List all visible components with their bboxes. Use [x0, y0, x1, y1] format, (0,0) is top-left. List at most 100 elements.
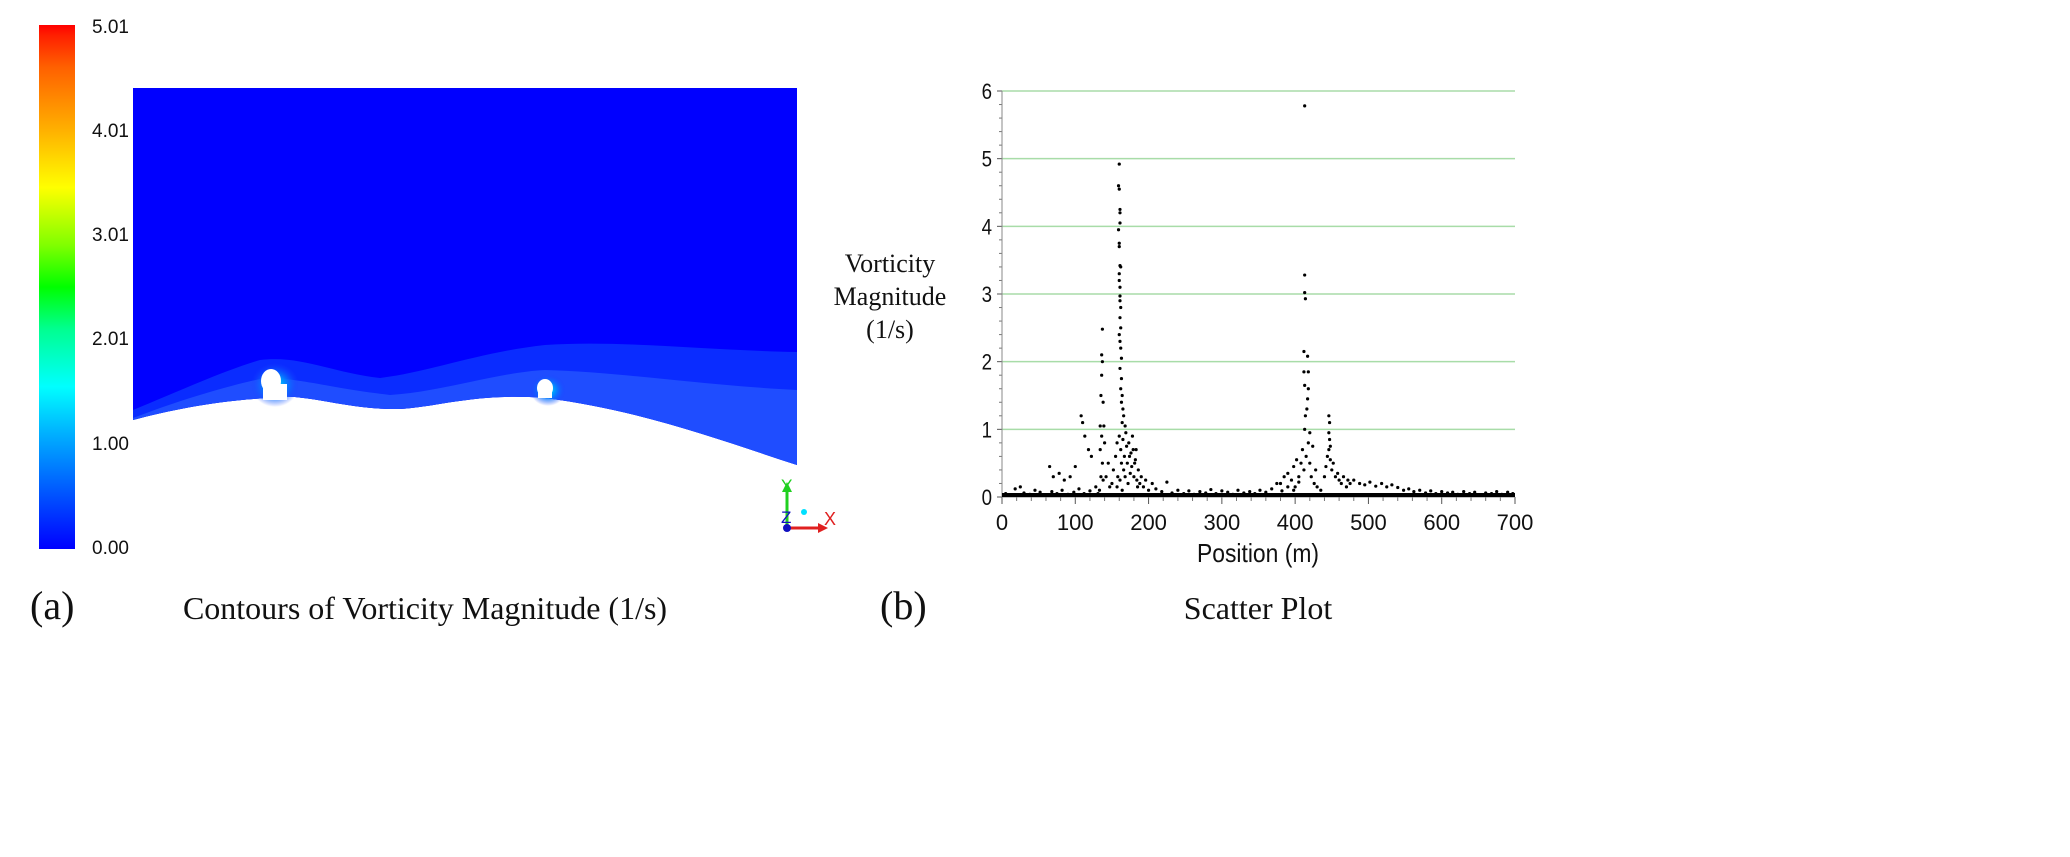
panel-a-title: Contours of Vorticity Magnitude (1/s) [182, 590, 668, 626]
data-point [1117, 241, 1121, 245]
data-point [1220, 489, 1224, 493]
data-point [1484, 491, 1488, 495]
data-point [1150, 481, 1154, 486]
data-point [1303, 297, 1308, 301]
data-point [1306, 370, 1310, 374]
data-point [1192, 492, 1196, 496]
triad-z-label: Z [781, 508, 792, 527]
x-tick-label: 700 [1497, 510, 1534, 535]
data-point [1327, 448, 1331, 452]
data-point [1315, 485, 1319, 489]
data-point [1108, 485, 1112, 489]
data-point [1118, 207, 1122, 212]
data-point [1117, 333, 1121, 337]
data-point [1122, 414, 1126, 418]
data-point [1102, 424, 1106, 428]
data-point [1286, 485, 1290, 489]
data-point [1121, 407, 1125, 411]
data-point [1500, 492, 1504, 496]
data-point [1346, 478, 1350, 482]
data-point [1113, 454, 1118, 458]
data-point [1348, 481, 1352, 486]
data-point [1478, 493, 1482, 497]
data-point [1004, 492, 1008, 496]
panel-a-label: (a) [30, 583, 75, 628]
y-tick-label: 6 [982, 81, 992, 105]
data-point [1082, 492, 1086, 496]
data-point [1117, 272, 1121, 276]
y-axis-label-line-3: (1/s) [866, 315, 914, 344]
data-point [1119, 400, 1124, 404]
data-point [1051, 475, 1055, 479]
data-point [1511, 492, 1515, 496]
colorbar [39, 25, 75, 549]
data-point [1132, 475, 1136, 479]
data-point [1187, 489, 1191, 493]
data-point [1160, 489, 1164, 494]
data-point [1128, 471, 1132, 475]
data-point [1327, 414, 1331, 418]
data-point [1123, 475, 1127, 479]
data-point [1135, 485, 1140, 489]
data-point [1303, 291, 1307, 295]
data-point [1099, 475, 1103, 479]
data-point [1028, 492, 1032, 496]
data-point [1264, 490, 1268, 494]
data-point [1118, 316, 1122, 320]
data-point [1104, 475, 1108, 479]
data-point [1119, 305, 1123, 310]
data-point [1297, 480, 1301, 484]
data-point [1117, 187, 1121, 191]
data-point [1119, 448, 1123, 452]
data-point [1304, 454, 1308, 458]
data-point [1050, 489, 1054, 494]
data-point [1118, 366, 1122, 371]
data-point [1368, 480, 1372, 484]
contour-plot [133, 88, 828, 533]
y-axis-label-line-2: Magnitude [833, 282, 947, 311]
data-point [1314, 468, 1318, 472]
data-point [1231, 492, 1235, 496]
data-point [1309, 475, 1313, 479]
data-point [1303, 273, 1307, 277]
data-point [1100, 360, 1105, 364]
x-tick-label: 600 [1423, 510, 1460, 535]
x-tick-label: 0 [996, 510, 1008, 535]
y-tick-label: 4 [982, 216, 992, 240]
obstacle-2 [537, 379, 553, 398]
data-point [1116, 228, 1121, 232]
data-point [1330, 468, 1334, 472]
data-point [1125, 461, 1129, 465]
data-point [1127, 441, 1131, 445]
data-point [1118, 294, 1122, 298]
x-tick-label: 400 [1277, 510, 1314, 535]
data-point [1135, 478, 1139, 482]
data-point [1022, 491, 1026, 495]
data-point [1110, 481, 1114, 486]
data-point [1099, 393, 1103, 398]
data-point [1198, 489, 1202, 494]
colorbar-tick-label: 5.01 [92, 17, 129, 38]
data-point [1060, 488, 1064, 492]
data-point [1134, 448, 1138, 452]
data-point [1363, 483, 1367, 487]
data-point [1096, 492, 1100, 496]
data-point [1333, 475, 1338, 479]
data-point [1506, 490, 1510, 494]
data-point [1429, 489, 1433, 493]
data-point [1117, 278, 1121, 283]
data-point [1327, 437, 1332, 442]
data-point [1412, 489, 1416, 494]
data-point [1119, 265, 1123, 269]
data-point [1133, 461, 1137, 465]
colorbar-tick-label: 3.01 [92, 224, 129, 246]
data-point [1489, 492, 1494, 496]
data-point [1101, 478, 1105, 482]
data-point [1124, 431, 1128, 435]
data-point [1119, 387, 1123, 391]
data-point [1253, 492, 1257, 496]
data-point [1117, 434, 1121, 438]
data-point [1303, 104, 1307, 108]
data-point [1302, 349, 1306, 354]
